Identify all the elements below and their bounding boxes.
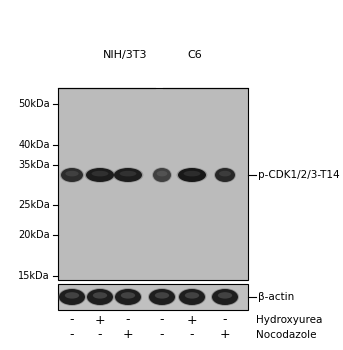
- Ellipse shape: [211, 288, 239, 306]
- Ellipse shape: [178, 288, 206, 306]
- Text: -: -: [98, 329, 102, 342]
- Ellipse shape: [65, 292, 79, 299]
- Text: Nocodazole: Nocodazole: [256, 330, 317, 340]
- Ellipse shape: [177, 167, 208, 183]
- Ellipse shape: [59, 289, 85, 305]
- Ellipse shape: [215, 168, 235, 182]
- Text: -: -: [70, 329, 74, 342]
- Ellipse shape: [219, 171, 231, 176]
- Ellipse shape: [115, 289, 141, 305]
- Ellipse shape: [149, 289, 175, 305]
- Ellipse shape: [60, 167, 84, 183]
- Bar: [58, 88, 248, 280]
- Ellipse shape: [58, 288, 86, 306]
- Ellipse shape: [114, 288, 142, 306]
- Ellipse shape: [93, 292, 107, 299]
- Text: +: +: [95, 314, 105, 327]
- Ellipse shape: [120, 171, 137, 176]
- Ellipse shape: [178, 168, 206, 182]
- Text: p-CDK1/2/3-T14: p-CDK1/2/3-T14: [258, 170, 340, 180]
- Ellipse shape: [66, 171, 79, 176]
- Ellipse shape: [218, 292, 232, 299]
- Ellipse shape: [92, 171, 108, 176]
- Ellipse shape: [152, 167, 172, 183]
- Text: β-actin: β-actin: [258, 292, 295, 302]
- Ellipse shape: [185, 292, 199, 299]
- Text: 40kDa: 40kDa: [19, 140, 50, 150]
- Text: -: -: [160, 329, 164, 342]
- Text: -: -: [70, 314, 74, 327]
- Text: 50kDa: 50kDa: [19, 99, 50, 109]
- Ellipse shape: [157, 171, 167, 176]
- Ellipse shape: [86, 288, 114, 306]
- Text: 25kDa: 25kDa: [18, 200, 50, 210]
- Ellipse shape: [155, 292, 169, 299]
- Text: -: -: [190, 329, 194, 342]
- Ellipse shape: [148, 288, 176, 306]
- Ellipse shape: [121, 292, 135, 299]
- Text: +: +: [187, 314, 197, 327]
- Ellipse shape: [85, 167, 115, 183]
- Ellipse shape: [61, 168, 83, 182]
- Ellipse shape: [113, 167, 143, 183]
- Ellipse shape: [87, 289, 113, 305]
- Ellipse shape: [212, 289, 238, 305]
- Text: 15kDa: 15kDa: [19, 271, 50, 281]
- Ellipse shape: [214, 167, 236, 183]
- Text: 20kDa: 20kDa: [19, 230, 50, 240]
- Text: +: +: [123, 329, 133, 342]
- Text: -: -: [223, 314, 227, 327]
- Text: 35kDa: 35kDa: [19, 160, 50, 170]
- Ellipse shape: [86, 168, 114, 182]
- Text: C6: C6: [188, 50, 202, 60]
- Text: +: +: [220, 329, 230, 342]
- Text: NIH/3T3: NIH/3T3: [103, 50, 147, 60]
- Text: Hydroxyurea: Hydroxyurea: [256, 315, 322, 325]
- Bar: [58, 284, 248, 310]
- Ellipse shape: [114, 168, 142, 182]
- Ellipse shape: [153, 168, 171, 182]
- Text: -: -: [126, 314, 130, 327]
- Ellipse shape: [179, 289, 205, 305]
- Text: -: -: [160, 314, 164, 327]
- Ellipse shape: [184, 171, 200, 176]
